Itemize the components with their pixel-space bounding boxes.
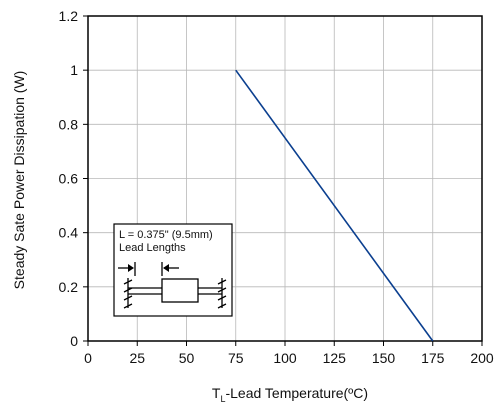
x-tick-label: 125 — [323, 350, 347, 366]
x-tick-label: 50 — [179, 350, 195, 366]
x-tick-label: 0 — [84, 350, 92, 366]
lead-length-inset: L = 0.375" (9.5mm) Lead Lengths — [113, 223, 233, 317]
dimension-arrows — [118, 262, 179, 276]
inset-text-line2: Lead Lengths — [119, 242, 186, 254]
y-tick-label: 0.2 — [59, 279, 79, 295]
x-axis-label-main: T — [212, 385, 221, 401]
inset-text-line1: L = 0.375" (9.5mm) — [119, 229, 213, 241]
x-tick-label: 175 — [421, 350, 445, 366]
series-group — [235, 69, 434, 342]
y-tick-label: 0.6 — [59, 171, 79, 187]
x-tick-label: 150 — [372, 350, 396, 366]
y-tick-label: 0.4 — [59, 225, 79, 241]
x-axis-ticks: 0 25 50 75 100 125 150 175 200 — [84, 341, 494, 366]
x-tick-label: 100 — [273, 350, 297, 366]
y-tick-label: 1 — [70, 62, 78, 78]
x-tick-label: 200 — [470, 350, 494, 366]
y-axis-label: Steady Sate Power Dissipation (W) — [11, 71, 27, 290]
component-diagram — [123, 278, 227, 309]
x-tick-label: 75 — [228, 350, 244, 366]
x-axis-label-rest: -Lead Temperature(ºC) — [225, 385, 368, 401]
x-axis-label-subscript: L — [220, 394, 225, 404]
x-tick-label: 25 — [129, 350, 145, 366]
y-tick-label: 1.2 — [59, 8, 79, 24]
x-axis-label: TL-Lead Temperature(ºC) — [212, 385, 368, 404]
y-axis-ticks: 0 0.2 0.4 0.6 0.8 1 1.2 — [59, 8, 88, 349]
y-tick-label: 0.8 — [59, 116, 79, 132]
series-line — [235, 69, 434, 342]
y-tick-label: 0 — [70, 333, 78, 349]
